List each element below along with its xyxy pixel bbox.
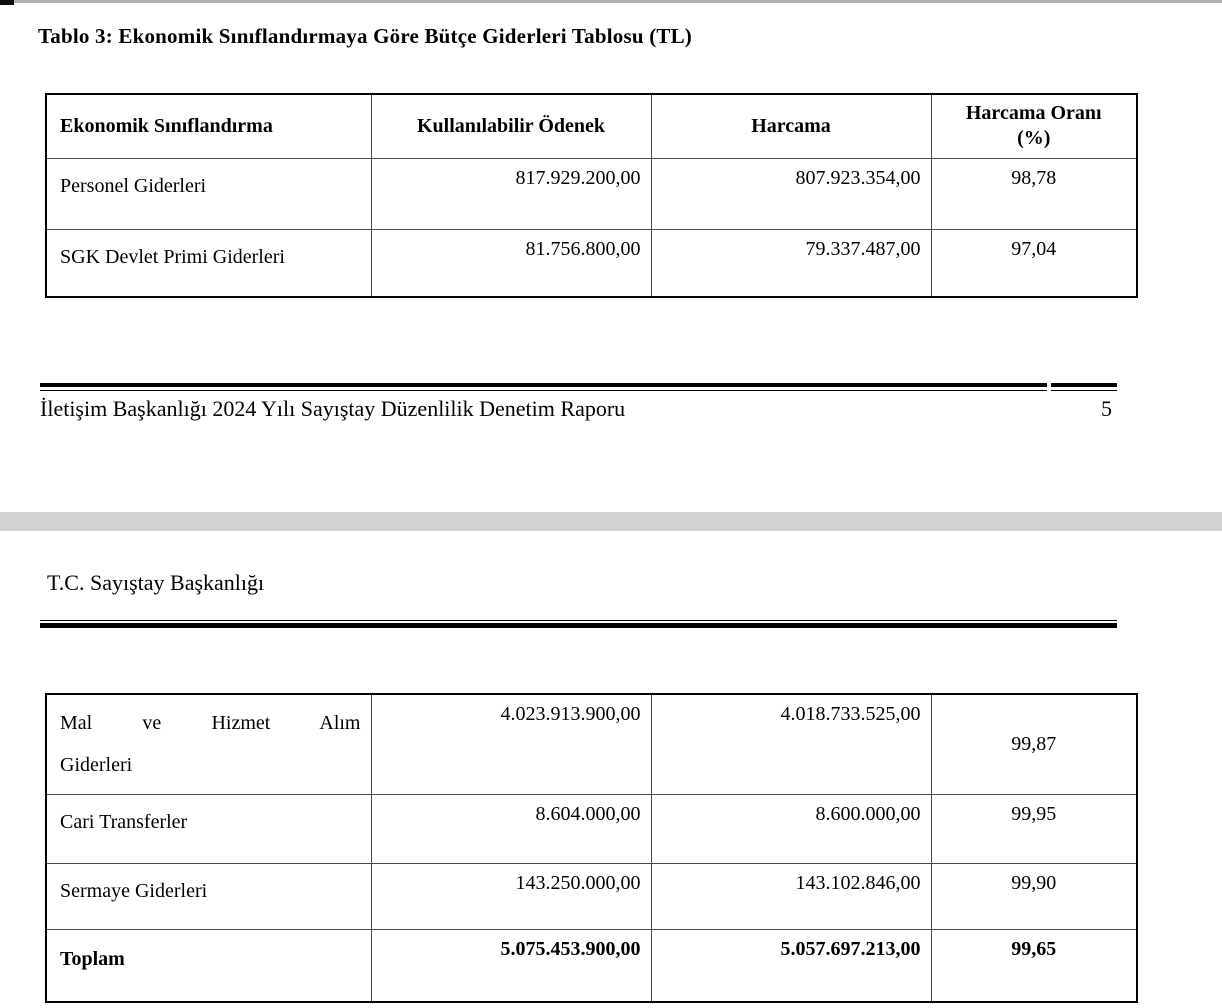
column-header-harcama-orani: Harcama Oranı (%) (930, 93, 1138, 159)
cell-label: Mal ve Hizmet Alım Giderleri (45, 693, 372, 795)
column-header-kullanilabilir-odenek: Kullanılabilir Ödenek (370, 93, 652, 159)
table-row: Sermaye Giderleri 143.250.000,00 143.102… (45, 863, 1138, 930)
table-row: Mal ve Hizmet Alım Giderleri 4.023.913.9… (45, 693, 1138, 795)
footer-separator-rule (40, 383, 1117, 391)
cell-kullanilabilir-odenek: 817.929.200,00 (370, 157, 652, 230)
table-header-row: Ekonomik Sınıflandırma Kullanılabilir Öd… (45, 93, 1138, 159)
page-header: T.C. Sayıştay Başkanlığı (47, 570, 265, 595)
budget-table-page1: Ekonomik Sınıflandırma Kullanılabilir Öd… (45, 93, 1138, 298)
cell-kullanilabilir-odenek: 4.023.913.900,00 (370, 693, 652, 795)
header-separator-rule (40, 620, 1117, 628)
label-line-1: Mal ve Hizmet Alım (60, 712, 361, 734)
cell-kullanilabilir-odenek: 143.250.000,00 (370, 863, 652, 930)
cell-harcama-orani: 99,90 (930, 863, 1138, 930)
cell-harcama: 807.923.354,00 (650, 157, 932, 230)
cell-label: Personel Giderleri (45, 157, 372, 230)
footer-page-number: 5 (1101, 396, 1112, 421)
cell-harcama: 5.057.697.213,00 (650, 929, 932, 1002)
label-line-2: Giderleri (60, 754, 133, 776)
cell-kullanilabilir-odenek: 5.075.453.900,00 (370, 929, 652, 1002)
table-row: SGK Devlet Primi Giderleri 81.756.800,00… (45, 228, 1138, 298)
page-break-band (0, 512, 1222, 531)
column-header-ekonomik-siniflandirma: Ekonomik Sınıflandırma (45, 93, 372, 159)
footer-report-title: İletişim Başkanlığı 2024 Yılı Sayıştay D… (40, 396, 626, 421)
table-title: Tablo 3: Ekonomik Sınıflandırmaya Göre B… (38, 24, 693, 48)
cell-label: Toplam (45, 929, 372, 1002)
table-row: Personel Giderleri 817.929.200,00 807.92… (45, 157, 1138, 230)
cell-harcama: 143.102.846,00 (650, 863, 932, 930)
budget-table-page2: Mal ve Hizmet Alım Giderleri 4.023.913.9… (45, 693, 1138, 1003)
cell-label: Cari Transferler (45, 794, 372, 864)
cell-harcama-orani: 99,95 (930, 794, 1138, 864)
cell-harcama: 79.337.487,00 (650, 228, 932, 298)
top-corner-mark (0, 0, 14, 5)
footer-rule-segment (1051, 383, 1117, 391)
cell-kullanilabilir-odenek: 81.756.800,00 (370, 228, 652, 298)
cell-harcama-orani: 99,65 (930, 929, 1138, 1002)
cell-label: SGK Devlet Primi Giderleri (45, 228, 372, 298)
cell-harcama-orani: 99,87 (930, 693, 1138, 795)
cell-harcama: 4.018.733.525,00 (650, 693, 932, 795)
cell-harcama: 8.600.000,00 (650, 794, 932, 864)
table-row: Cari Transferler 8.604.000,00 8.600.000,… (45, 794, 1138, 864)
page-footer: İletişim Başkanlığı 2024 Yılı Sayıştay D… (40, 396, 1112, 422)
top-edge-line (0, 0, 1222, 3)
column-header-harcama: Harcama (650, 93, 932, 159)
table-total-row: Toplam 5.075.453.900,00 5.057.697.213,00… (45, 929, 1138, 1002)
cell-harcama-orani: 98,78 (930, 157, 1138, 230)
footer-rule-segment (40, 383, 1047, 391)
cell-kullanilabilir-odenek: 8.604.000,00 (370, 794, 652, 864)
cell-label: Sermaye Giderleri (45, 863, 372, 930)
cell-harcama-orani: 97,04 (930, 228, 1138, 298)
